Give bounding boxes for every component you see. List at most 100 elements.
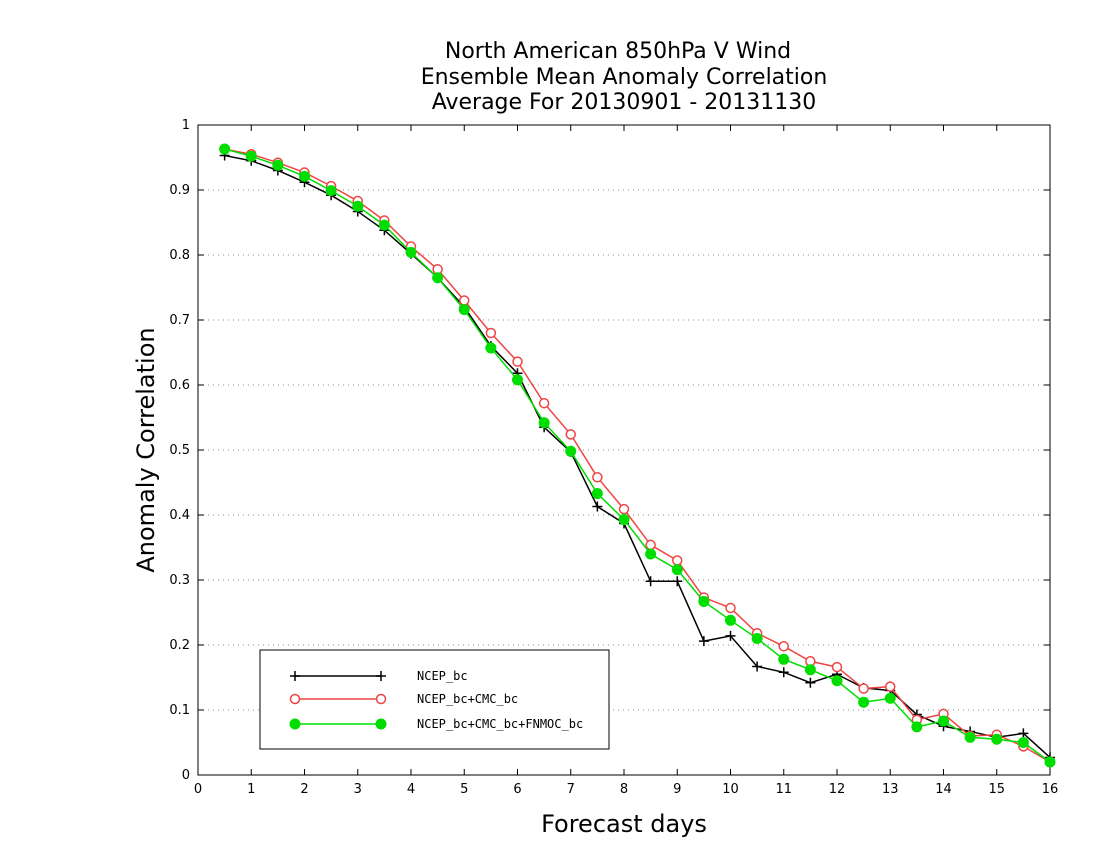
data-point: [485, 342, 497, 354]
x-tick-label: 15: [988, 782, 1005, 797]
legend-label: NCEP_bc: [417, 669, 468, 683]
data-point: [884, 692, 896, 704]
data-point: [512, 374, 523, 386]
legend-entry-2: NCEP_bc+CMC_bc: [289, 692, 518, 706]
data-point: [289, 718, 301, 730]
data-point: [538, 397, 550, 409]
data-point: [378, 219, 390, 231]
data-point: [831, 675, 843, 687]
data-point: [219, 143, 231, 155]
data-point: [290, 671, 300, 681]
x-tick-label: 14: [935, 782, 952, 797]
data-point: [459, 295, 470, 306]
x-tick-label: 12: [829, 782, 846, 797]
data-point: [485, 327, 497, 339]
y-tick-label: 0.3: [169, 573, 190, 588]
data-point: [672, 576, 683, 587]
x-tick-label: 5: [460, 782, 468, 797]
data-point: [592, 501, 603, 512]
data-point: [592, 472, 603, 483]
legend-label: NCEP_bc+CMC_bc: [417, 692, 518, 706]
title-line-2: Ensemble Mean Anomaly Correlation: [421, 65, 828, 90]
data-point: [512, 356, 523, 367]
series-layer: [219, 143, 1056, 768]
x-tick-label: 8: [620, 782, 628, 797]
series-line: [224, 154, 1051, 759]
x-tick-label: 13: [882, 782, 899, 797]
data-point: [698, 636, 709, 647]
data-point: [405, 246, 417, 258]
y-tick-label: 0.5: [169, 443, 190, 458]
data-point: [698, 595, 710, 607]
x-tick-label: 10: [722, 782, 739, 797]
data-point: [325, 185, 337, 197]
data-point: [911, 721, 923, 733]
y-tick-label: 0.2: [169, 638, 190, 653]
data-point: [885, 681, 896, 692]
data-point: [245, 150, 257, 162]
legend-entry-3: NCEP_bc+CMC_bc+FNMOC_bc: [289, 717, 583, 731]
data-point: [964, 731, 976, 743]
data-point: [778, 667, 789, 678]
data-point: [671, 564, 683, 576]
data-point: [1018, 728, 1029, 739]
data-point: [565, 445, 577, 457]
data-point: [778, 641, 789, 652]
y-tick-label: 0.1: [169, 703, 190, 718]
data-point: [858, 683, 869, 694]
y-tick-label: 0.6: [169, 378, 190, 393]
data-point: [752, 661, 763, 672]
legend: NCEP_bc NCEP_bc+CMC_bc NCEP_bc+CMC_bc+FNMO…: [259, 649, 610, 750]
data-point: [672, 555, 683, 566]
data-point: [725, 630, 736, 641]
x-tick-label: 0: [194, 782, 202, 797]
title-line-3: Average For 20130901 - 20131130: [432, 90, 817, 115]
data-point: [751, 633, 763, 644]
y-tick-label: 0.7: [169, 313, 190, 328]
y-axis-label: Anomaly Correlation: [132, 327, 160, 572]
data-point: [375, 693, 387, 705]
x-tick-label: 9: [673, 782, 681, 797]
y-tick-label: 0: [182, 768, 190, 783]
legend-entry-1: NCEP_bc: [290, 669, 468, 683]
y-tick-label: 0.4: [169, 508, 190, 523]
data-point: [725, 614, 736, 626]
data-point: [1044, 756, 1056, 768]
data-point: [618, 514, 630, 526]
data-point: [352, 200, 364, 212]
x-tick-label: 16: [1042, 782, 1059, 797]
title-line-1: North American 850hPa V Wind: [445, 39, 791, 64]
x-tick-label: 3: [354, 782, 362, 797]
data-point: [458, 304, 470, 316]
series-3: [219, 143, 1056, 768]
data-point: [432, 272, 444, 284]
axis-ticks: 00.10.20.30.40.50.60.70.80.910 1 2 3 4 5 6 7 8 9 1…: [169, 118, 1058, 797]
x-tick-label: 4: [407, 782, 415, 797]
data-point: [272, 159, 284, 171]
data-point: [645, 539, 656, 551]
data-point: [565, 429, 576, 440]
data-point: [618, 503, 630, 515]
data-point: [645, 576, 656, 587]
data-point: [299, 170, 310, 182]
data-point: [805, 677, 816, 688]
x-tick-label: 2: [300, 782, 308, 797]
data-point: [376, 671, 386, 681]
data-point: [375, 718, 387, 730]
x-tick-label: 11: [775, 782, 792, 797]
x-tick-label: 1: [247, 782, 255, 797]
legend-label: NCEP_bc+CMC_bc+FNMOC_bc: [417, 717, 583, 731]
data-point: [831, 661, 843, 673]
y-tick-label: 0.8: [169, 248, 190, 263]
y-tick-label: 0.9: [169, 183, 190, 198]
data-point: [289, 693, 301, 705]
data-point: [778, 653, 790, 665]
data-point: [991, 733, 1003, 745]
data-point: [1017, 737, 1029, 748]
x-tick-label: 6: [513, 782, 521, 797]
data-point: [645, 548, 657, 560]
grid-lines: [198, 189, 1050, 711]
data-point: [725, 602, 736, 614]
data-point: [591, 488, 603, 500]
